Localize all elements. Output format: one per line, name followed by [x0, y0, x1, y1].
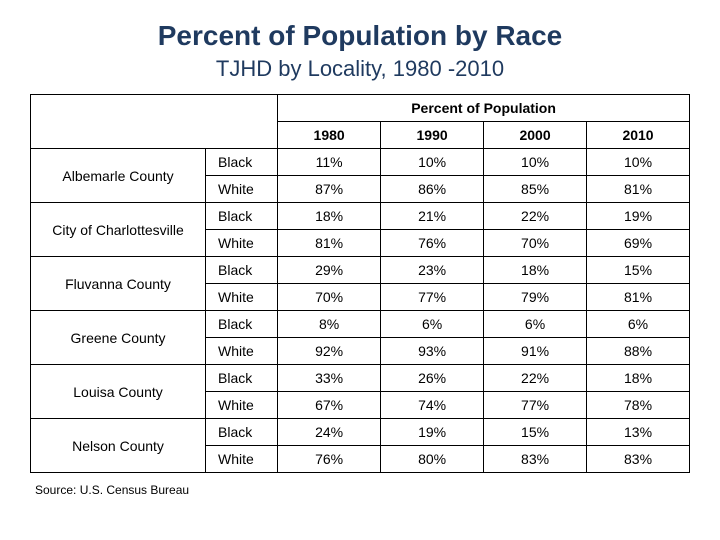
race-cell: Black [206, 365, 278, 392]
value-cell: 15% [587, 257, 690, 284]
value-cu cell: 19% [381, 419, 484, 446]
value-cell: 24% [278, 419, 381, 446]
value-cell: 76% [381, 230, 484, 257]
value-cell: 74% [381, 392, 484, 419]
value-cell: 76% [278, 446, 381, 473]
value-cell: 18% [587, 365, 690, 392]
year-header: 1980 [278, 122, 381, 149]
locality-cell: Nelson County [31, 419, 206, 473]
source-text: Source: U.S. Census Bureau [35, 483, 690, 497]
race-cell: White [206, 392, 278, 419]
header-group: Percent of Population [278, 95, 690, 122]
race-cell: White [206, 446, 278, 473]
value-cell: 79% [484, 284, 587, 311]
value-cell: 11% [278, 149, 381, 176]
page-subtitle: TJHD by Locality, 1980 -2010 [30, 56, 690, 82]
table-row: Greene County Black 8% 6% 6% 6% [31, 311, 690, 338]
race-cell: Black [206, 311, 278, 338]
value-cell: 6% [381, 311, 484, 338]
value-cell: 86% [381, 176, 484, 203]
value-cell: 8% [278, 311, 381, 338]
value-cell: 19% [587, 203, 690, 230]
year-header: 2010 [587, 122, 690, 149]
value-cell: 70% [278, 284, 381, 311]
value-cell: 81% [278, 230, 381, 257]
table-row: Albemarle County Black 11% 10% 10% 10% [31, 149, 690, 176]
value-cell: 21% [381, 203, 484, 230]
value-cell: 67% [278, 392, 381, 419]
value-cell: 69% [587, 230, 690, 257]
value-cell: 87% [278, 176, 381, 203]
locality-cell: Greene County [31, 311, 206, 365]
value-cell: 18% [484, 257, 587, 284]
locality-cell: Fluvanna County [31, 257, 206, 311]
value-cell: 92% [278, 338, 381, 365]
value-cell: 10% [381, 149, 484, 176]
corner-cell [31, 95, 278, 149]
value-cell: 10% [587, 149, 690, 176]
locality-cell: Louisa County [31, 365, 206, 419]
value-cell: 15% [484, 419, 587, 446]
table-header-row-1: Percent of Population [31, 95, 690, 122]
value-cell: 13% [587, 419, 690, 446]
race-cell: White [206, 176, 278, 203]
value-cell: 29% [278, 257, 381, 284]
value-cell: 93% [381, 338, 484, 365]
value-cell: 85% [484, 176, 587, 203]
value-cell: 10% [484, 149, 587, 176]
table-row: Fluvanna County Black 29% 23% 18% 15% [31, 257, 690, 284]
value-cell: 80% [381, 446, 484, 473]
locality-cell: City of Charlottesville [31, 203, 206, 257]
value-cell: 22% [484, 365, 587, 392]
year-header: 2000 [484, 122, 587, 149]
page-title: Percent of Population by Race [30, 20, 690, 52]
race-cell: Black [206, 149, 278, 176]
table-row: Louisa County Black 33% 26% 22% 18% [31, 365, 690, 392]
value-cell: 77% [484, 392, 587, 419]
race-cell: Black [206, 203, 278, 230]
table-row: Nelson County Black 24% 19% 15% 13% [31, 419, 690, 446]
value-cell: 81% [587, 176, 690, 203]
value-cell: 83% [484, 446, 587, 473]
value-cell: 77% [381, 284, 484, 311]
race-cell: White [206, 338, 278, 365]
value-cell: 22% [484, 203, 587, 230]
race-cell: Black [206, 419, 278, 446]
table-row: City of Charlottesville Black 18% 21% 22… [31, 203, 690, 230]
locality-cell: Albemarle County [31, 149, 206, 203]
race-cell: White [206, 284, 278, 311]
value-cell: 18% [278, 203, 381, 230]
value-cell: 23% [381, 257, 484, 284]
race-cell: Black [206, 257, 278, 284]
value-cell: 6% [587, 311, 690, 338]
value-cell: 33% [278, 365, 381, 392]
value-cell: 78% [587, 392, 690, 419]
race-cell: White [206, 230, 278, 257]
population-table: Percent of Population 1980 1990 2000 201… [30, 94, 690, 473]
value-cell: 91% [484, 338, 587, 365]
value-cell: 83% [587, 446, 690, 473]
value-cell: 88% [587, 338, 690, 365]
value-cell: 70% [484, 230, 587, 257]
year-header: 1990 [381, 122, 484, 149]
value-cell: 6% [484, 311, 587, 338]
value-cell: 81% [587, 284, 690, 311]
value-cell: 26% [381, 365, 484, 392]
